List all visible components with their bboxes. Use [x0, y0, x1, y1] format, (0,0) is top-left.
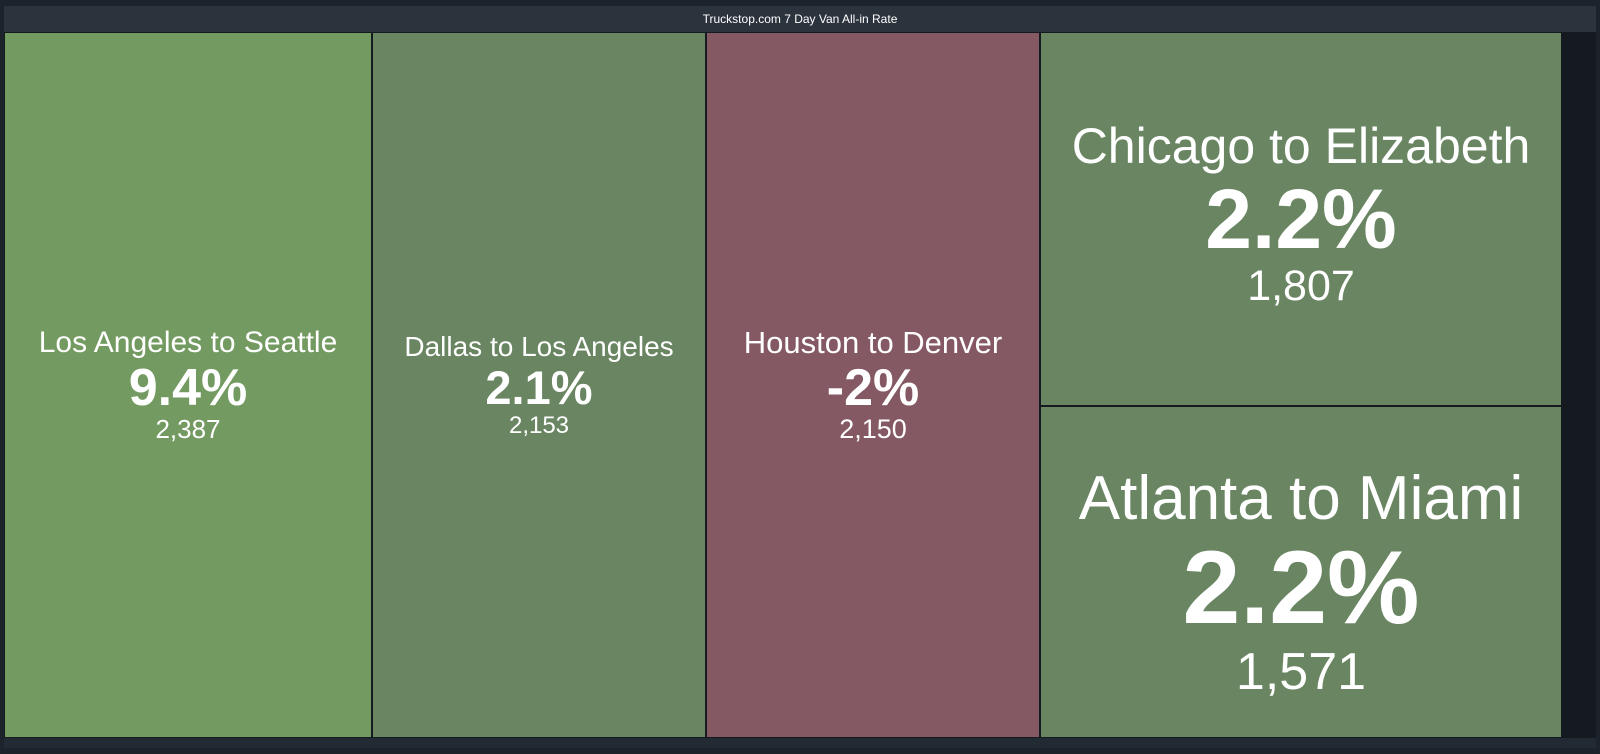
tile-change-percent: 2.1% [485, 361, 593, 415]
dashboard-visual: Truckstop.com 7 Day Van All-in Rate Los … [4, 6, 1596, 748]
treemap-tile-dallas-to-los-angeles[interactable]: Dallas to Los Angeles 2.1% 2,153 [372, 32, 706, 738]
tile-value: 2,153 [508, 411, 570, 439]
treemap-tile-chicago-to-elizabeth[interactable]: Chicago to Elizabeth 2.2% 1,807 [1040, 32, 1562, 406]
tile-label: Dallas to Los Angeles [404, 331, 674, 363]
tile-change-percent: -2% [826, 358, 920, 417]
tile-value: 1,807 [1247, 262, 1355, 311]
tile-change-percent: 9.4% [128, 358, 248, 417]
treemap-chart: Los Angeles to Seattle 9.4% 2,387 Dallas… [4, 32, 1596, 738]
tile-value: 2,387 [155, 414, 221, 445]
tile-change-percent: 2.2% [1182, 530, 1420, 647]
tile-label: Atlanta to Miami [1078, 464, 1524, 534]
tile-label: Houston to Denver [743, 325, 1003, 361]
treemap-tile-houston-to-denver[interactable]: Houston to Denver -2% 2,150 [706, 32, 1040, 738]
visual-title: Truckstop.com 7 Day Van All-in Rate [4, 6, 1596, 32]
tile-label: Chicago to Elizabeth [1071, 117, 1531, 174]
treemap-tile-atlanta-to-miami[interactable]: Atlanta to Miami 2.2% 1,571 [1040, 406, 1562, 738]
tile-value: 2,150 [839, 414, 907, 445]
tile-change-percent: 2.2% [1205, 172, 1397, 266]
tile-label: Los Angeles to Seattle [38, 326, 338, 360]
treemap-tile-los-angeles-to-seattle[interactable]: Los Angeles to Seattle 9.4% 2,387 [4, 32, 372, 738]
tile-value: 1,571 [1235, 642, 1367, 701]
